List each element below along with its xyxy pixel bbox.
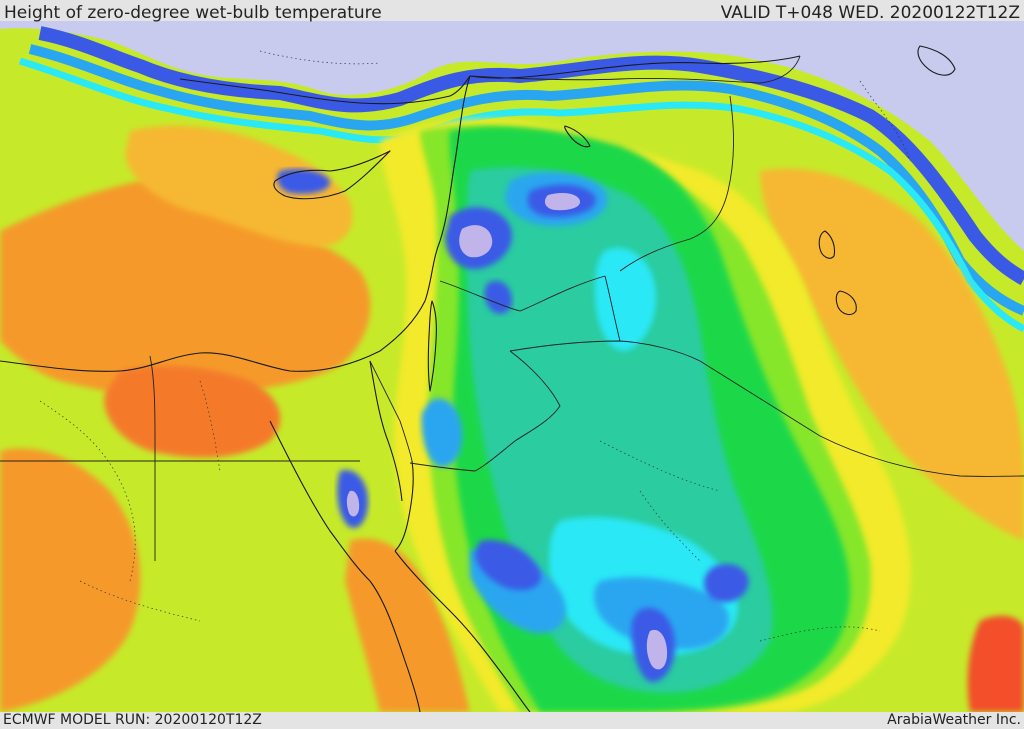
model-run-label: ECMWF MODEL RUN: 20200120T12Z — [3, 712, 262, 728]
red-orange-corner — [967, 615, 1024, 712]
cyan-band — [18, 57, 1024, 333]
cyan-blob-1 — [595, 247, 656, 351]
national-borders — [0, 55, 1024, 561]
border-saudi-iraq — [699, 360, 1024, 477]
border-jordan-iraq — [604, 275, 621, 342]
violet-core-3 — [646, 629, 668, 670]
orange-region-north — [125, 125, 353, 247]
credit-label: ArabiaWeather Inc. — [887, 712, 1021, 728]
blue-core-5 — [704, 563, 749, 603]
header-bar: Height of zero-degree wet-bulb temperatu… — [0, 0, 1024, 23]
map-canvas — [0, 21, 1024, 712]
province-line-1 — [39, 400, 136, 582]
province-line-3 — [599, 440, 721, 492]
footer-bar: ECMWF MODEL RUN: 20200120T12Z ArabiaWeat… — [0, 712, 1024, 729]
orange-region-south — [0, 448, 141, 712]
orange-region-east — [760, 168, 1024, 541]
cyprus — [273, 150, 391, 200]
border-saudi-jordan — [509, 340, 701, 362]
cold-sea-region — [0, 21, 1024, 251]
province-line-7 — [79, 580, 201, 622]
levant-coast-north — [469, 55, 801, 79]
weather-map[interactable] — [0, 21, 1024, 712]
province-line-4 — [759, 626, 881, 642]
violet-core-sinai — [346, 490, 360, 517]
anatolia-south-coast — [179, 75, 471, 105]
valid-time-label: VALID T+048 WED. 20200122T12Z — [720, 3, 1020, 23]
gulf-of-suez — [369, 360, 403, 502]
map-title: Height of zero-degree wet-bulb temperatu… — [4, 3, 382, 23]
red-sea-east-coast — [394, 550, 531, 712]
province-borders — [39, 50, 911, 642]
coastlines — [0, 45, 956, 712]
dead-sea — [427, 300, 437, 392]
lake-assad — [564, 125, 591, 148]
lake-van — [917, 45, 956, 76]
blue-core-cyprus — [277, 169, 331, 194]
light-blue-band — [28, 44, 1024, 316]
lake-tharthar — [818, 230, 836, 259]
border-syria-turkey — [469, 55, 801, 84]
border-jordan-syria — [439, 275, 606, 312]
border-syria-iraq — [619, 95, 734, 272]
violet-core-1 — [459, 225, 493, 258]
red-sea-west-coast — [269, 420, 421, 712]
lightblue-blob-4 — [421, 398, 463, 467]
blue-core-6 — [484, 280, 512, 314]
violet-core-2 — [544, 193, 581, 211]
border-sinai — [369, 360, 413, 462]
border-jordan-saudi-south — [409, 350, 561, 472]
province-line-5 — [259, 50, 381, 65]
dark-orange-region — [104, 365, 281, 458]
gulf-of-aqaba — [394, 460, 414, 552]
province-line-2 — [199, 380, 221, 472]
mediterranean-coast — [0, 75, 471, 372]
lake-habbaniyah — [835, 290, 857, 316]
orange-region-redsea — [345, 538, 470, 712]
border-egypt-libya — [149, 355, 156, 561]
blue-band — [38, 26, 1024, 286]
blue-core-4 — [475, 540, 541, 591]
